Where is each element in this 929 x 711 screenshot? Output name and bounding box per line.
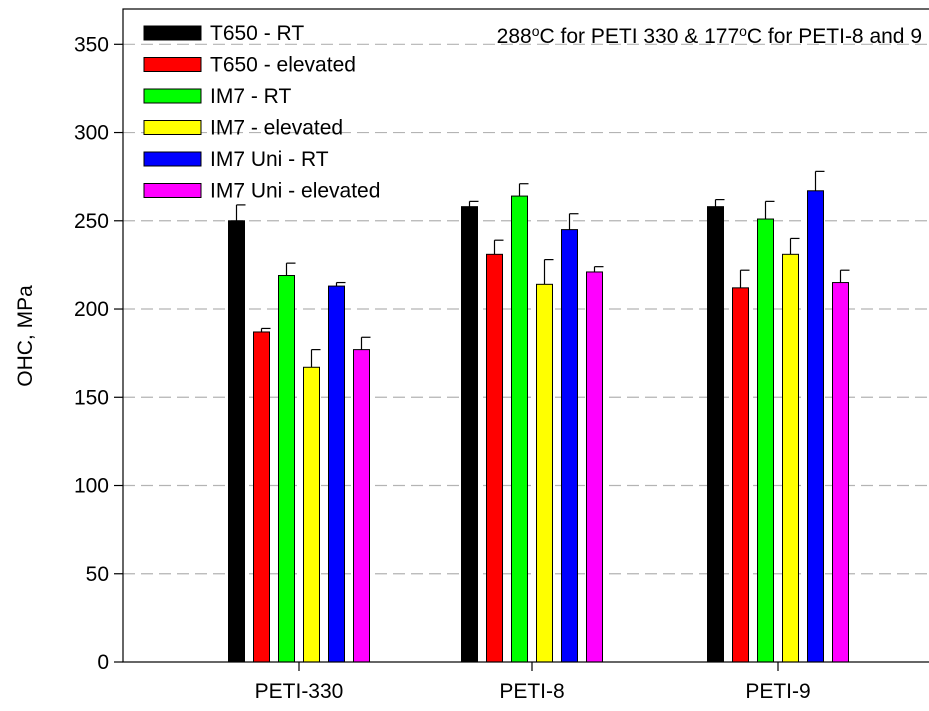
bar: [707, 206, 724, 663]
legend-swatch: [143, 88, 202, 104]
legend-label: IM7 Uni - RT: [210, 148, 329, 171]
bar: [832, 282, 849, 663]
y-tick-label: 250: [74, 210, 109, 233]
y-tick-label: 0: [97, 651, 109, 674]
y-tick-label: 200: [74, 298, 109, 321]
bar: [807, 190, 824, 663]
temperature-annotation: 288oC for PETI 330 & 177oC for PETI-8 an…: [497, 23, 922, 48]
legend-swatch: [143, 151, 202, 167]
y-tick-label: 100: [74, 475, 109, 498]
legend-swatch: [143, 25, 202, 41]
x-tick-label: PETI-9: [745, 680, 810, 703]
annotation-part: C for PETI 330 & 177: [540, 25, 740, 48]
bar: [536, 283, 553, 663]
bar: [228, 220, 245, 663]
y-tick-label: 150: [74, 386, 109, 409]
y-tick-label: 50: [86, 563, 109, 586]
bar: [303, 366, 320, 663]
bar: [782, 253, 799, 663]
legend-label: T650 - elevated: [210, 54, 356, 77]
bar: [586, 271, 603, 663]
x-tick-label: PETI-330: [255, 680, 344, 703]
legend-swatch: [143, 57, 202, 72]
bar: [561, 229, 578, 663]
y-axis-label: OHC, MPa: [14, 285, 37, 387]
annotation-part: 288: [497, 25, 532, 48]
plot-frame: [122, 8, 929, 663]
bars: [228, 170, 850, 663]
y-axis: 0 50 100 150 200 250 300 350: [74, 33, 123, 674]
x-tick-label: PETI-8: [499, 680, 564, 703]
bar: [461, 206, 478, 663]
legend-label: IM7 - elevated: [210, 117, 343, 140]
bar: [757, 218, 774, 663]
legend-swatch: [143, 120, 202, 135]
bar: [732, 287, 749, 663]
bar: [511, 195, 528, 663]
bar: [253, 331, 270, 663]
annotation-part: o: [739, 23, 747, 39]
bar: [328, 285, 345, 663]
legend-swatch: [143, 183, 202, 198]
legend-label: T650 - RT: [210, 22, 304, 45]
legend-label: IM7 Uni - elevated: [210, 180, 380, 203]
y-tick-label: 350: [74, 33, 109, 56]
bar: [278, 274, 295, 663]
annotation-part: o: [532, 23, 540, 39]
legend: T650 - RT T650 - elevated IM7 - RT IM7 - el…: [143, 22, 380, 203]
annotation-part: C for PETI-8 and 9: [747, 25, 922, 48]
bar: [353, 349, 370, 663]
bar: [486, 253, 503, 663]
y-tick-label: 300: [74, 122, 109, 145]
legend-label: IM7 - RT: [210, 85, 291, 108]
x-axis: PETI-330 PETI-8 PETI-9: [255, 662, 811, 703]
